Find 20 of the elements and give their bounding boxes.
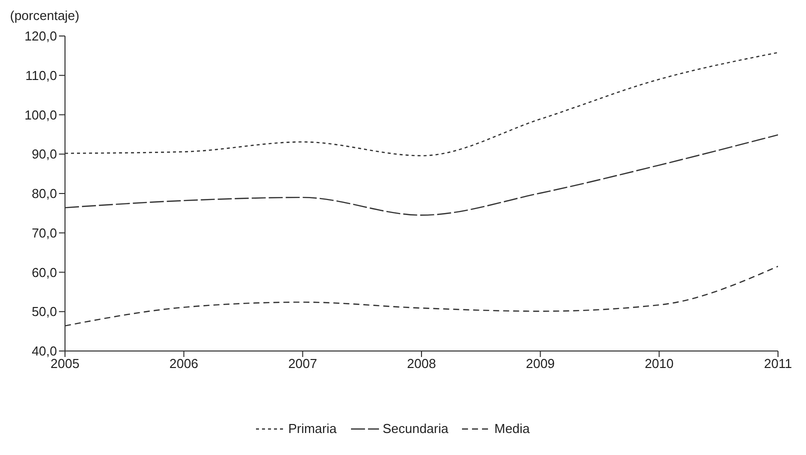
y-tick-label: 70,0 <box>32 225 57 240</box>
x-tick-label: 2010 <box>644 356 674 372</box>
y-tick-label: 60,0 <box>32 264 57 280</box>
x-tick-label: 2005 <box>50 356 80 372</box>
legend-label: Secundaria <box>382 421 448 436</box>
y-tick-label: 120,0 <box>24 28 57 44</box>
legend-label: Primaria <box>287 421 337 436</box>
y-tick-label: 50,0 <box>32 304 57 320</box>
x-tick-label: 2008 <box>407 356 436 372</box>
x-tick-label: 2006 <box>169 356 198 372</box>
legend-label: Media <box>493 421 530 436</box>
y-tick-label: 40,0 <box>32 344 57 359</box>
x-tick-label: 2011 <box>764 356 792 372</box>
y-tick-label: 100,0 <box>24 107 57 122</box>
y-tick-label: 90,0 <box>32 146 57 162</box>
y-tick-label: 110,0 <box>25 68 57 83</box>
x-tick-label: 2007 <box>288 356 318 372</box>
y-axis-title: (porcentaje) <box>9 8 80 25</box>
x-tick-label: 2009 <box>526 356 555 372</box>
y-tick-label: 80,0 <box>32 186 57 202</box>
